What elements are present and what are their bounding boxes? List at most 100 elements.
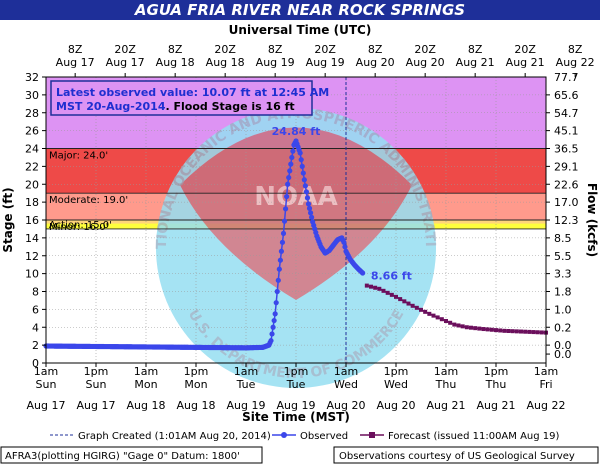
observed-point	[300, 170, 306, 176]
observed-point	[274, 288, 280, 295]
forecast-point	[427, 311, 432, 316]
bottom-tick-day: Tue	[286, 378, 306, 391]
y2-tick-label: 0.2	[554, 321, 572, 334]
bottom-tick-date: Aug 21	[477, 399, 516, 412]
bottom-tick-time: 1am	[134, 365, 158, 378]
observed-point	[302, 183, 308, 189]
observed-point	[279, 239, 286, 245]
y-tick-label: 0	[32, 357, 39, 370]
observed-point	[278, 248, 285, 254]
bottom-tick-time: 1am	[34, 365, 58, 378]
bottom-tick-day: Mon	[134, 378, 157, 391]
observed-point	[360, 270, 366, 276]
bottom-tick-day: Thu	[435, 378, 457, 391]
legend-forecast-marker	[369, 432, 375, 438]
bottom-tick-day: Thu	[485, 378, 507, 391]
observed-point	[271, 317, 277, 324]
top-tick-date: Aug 19	[256, 56, 295, 69]
footer-left-box	[0, 446, 263, 464]
observed-point	[342, 244, 348, 250]
top-tick-hour: 8Z	[468, 43, 483, 56]
observed-point	[288, 161, 294, 167]
y-tick-label: 26	[25, 125, 39, 138]
y-tick-label: 6	[32, 303, 39, 316]
bottom-tick-time: 1am	[334, 365, 358, 378]
bottom-tick-day: Mon	[184, 378, 207, 391]
top-tick-hour: 20Z	[214, 43, 236, 56]
y2-tick-label: 0.0	[554, 348, 572, 361]
observed-point	[269, 331, 275, 337]
forecast-point	[498, 328, 503, 333]
forecast-point	[394, 294, 398, 299]
top-tick-date: Aug 19	[306, 56, 345, 69]
bottom-tick-time: 1am	[434, 365, 458, 378]
top-tick-date: Aug 18	[206, 56, 245, 69]
y2-tick-label: 22.6	[554, 178, 579, 191]
observed-point	[303, 189, 310, 195]
band-label-action: Action: 15.0'	[49, 220, 112, 231]
forecast-point	[364, 283, 369, 288]
bottom-tick-date: Aug 17	[27, 399, 66, 412]
forecast-point	[452, 322, 457, 327]
observed-point	[270, 324, 276, 330]
bottom-tick-date: Aug 18	[127, 399, 166, 412]
bottom-tick-day: Tue	[236, 378, 256, 391]
forecast-point	[527, 329, 532, 334]
right-axis: 0.00.0 0.2 1.0 1.8 3.3 5.5 8.5 12.3 17.0 22.6 29.1…	[546, 71, 579, 361]
forecast-point	[506, 329, 511, 334]
observed-point	[297, 150, 303, 156]
observed-point	[280, 230, 287, 237]
bottom-tick-date: Aug 22	[527, 399, 566, 412]
header-bar	[0, 0, 600, 20]
latest-box-line1: Latest observed value: 10.07 ft at 12:45…	[56, 86, 329, 99]
y-tick-label: 4	[32, 321, 39, 334]
y2-tick-label: 54.7	[554, 107, 579, 120]
forecast-point	[477, 326, 482, 331]
legend-created-label: Graph Created (1:01AM Aug 20, 2014)	[78, 431, 271, 442]
y2-tick-label: 5.5	[554, 250, 572, 263]
top-tick-hour: 20Z	[514, 43, 536, 56]
bottom-tick-day: Wed	[334, 378, 358, 391]
y-tick-label: 20	[25, 178, 39, 191]
latest-box-date: MST 20-Aug-2014	[56, 100, 166, 113]
forecast-point	[519, 329, 523, 334]
bottom-tick-date: Aug 18	[177, 399, 216, 412]
bottom-tick-time: 1pm	[284, 365, 309, 378]
bottom-tick-day: Wed	[384, 378, 408, 391]
bottom-tick-day: Fri	[539, 378, 552, 391]
y-tick-label: 10	[25, 268, 39, 281]
forecast-point	[502, 328, 507, 333]
y2-tick-label: 12.3	[554, 214, 579, 227]
series-layer: 24.84 ft 8.66 ft	[43, 125, 548, 351]
band-labels: Major: 24.0' Moderate: 19.0' Minor: 16.0'A…	[49, 151, 128, 234]
forecast-point	[398, 297, 403, 302]
y-tick-label: 16	[25, 214, 39, 227]
forecast-point	[373, 285, 378, 290]
forecast-point	[531, 330, 536, 335]
top-tick-date: Aug 22	[556, 56, 595, 69]
forecast-point	[444, 318, 448, 323]
top-tick-date: Aug 21	[456, 56, 495, 69]
bottom-tick-date: Aug 19	[227, 399, 266, 412]
observed-point	[272, 311, 278, 317]
forecast-start-label: 8.66 ft	[371, 270, 412, 283]
bottom-tick-date: Aug 21	[427, 399, 466, 412]
top-tick-date: Aug 17	[56, 56, 95, 69]
bottom-tick-time: 1am	[234, 365, 258, 378]
forecast-point	[419, 307, 423, 312]
latest-value-box: Latest observed value: 10.07 ft at 12:45…	[50, 80, 329, 116]
observed-point	[276, 266, 282, 272]
top-tick-hour: 20Z	[414, 43, 436, 56]
observed-point	[281, 218, 288, 224]
footer-right: Observations courtesy of US Geological S…	[339, 451, 575, 462]
band-label-minor: Minor: 16.0'	[49, 222, 108, 233]
y2-tick-label: 36.5	[554, 143, 579, 156]
forecast-point	[464, 325, 469, 330]
bottom-tick-date: Aug 20	[377, 399, 416, 412]
forecast-point	[414, 305, 419, 310]
forecast-point	[385, 290, 390, 295]
observed-point	[284, 193, 290, 200]
forecast-point	[431, 313, 436, 318]
y-tick-label: 14	[25, 232, 39, 245]
